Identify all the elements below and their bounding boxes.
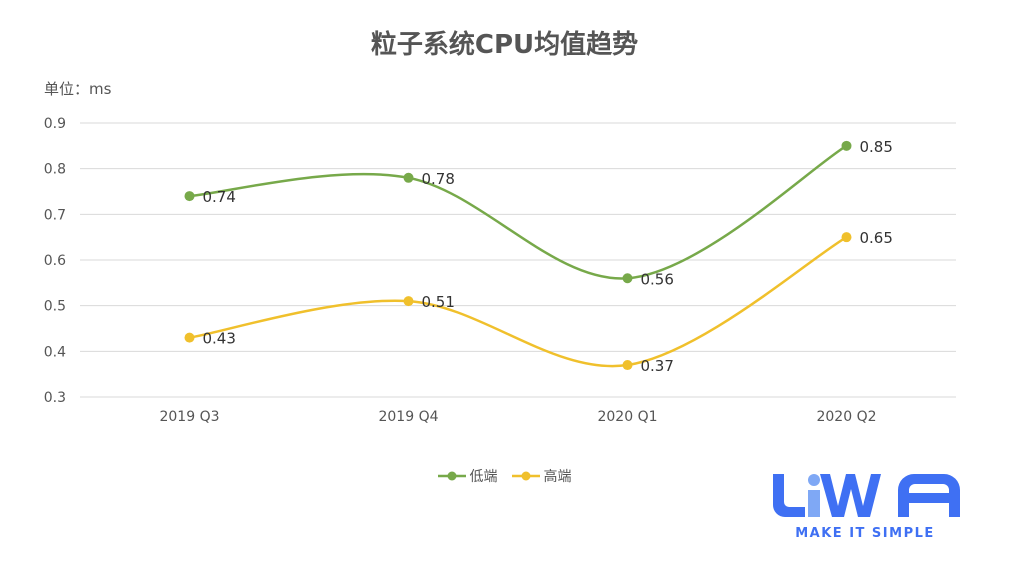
y-tick-label: 0.9 [44,116,66,132]
y-tick-label: 0.8 [44,162,66,178]
data-point [403,296,414,307]
y-tick-label: 0.4 [44,344,66,360]
series-line-0 [189,144,848,280]
data-label: 0.51 [422,293,455,311]
legend-label: 低端 [469,469,498,485]
legend-label: 高端 [543,469,572,485]
legend-marker [511,471,540,481]
data-label: 0.43 [203,330,236,348]
data-point [841,232,852,243]
x-tick-label: 2020 Q2 [816,409,876,425]
logo-slogan: MAKE IT SIMPLE [795,526,935,541]
liwa-logo [773,474,960,517]
data-point [622,360,633,371]
legend-item: 高端 [511,466,572,486]
legend-marker [437,471,466,481]
y-tick-label: 0.3 [44,390,66,406]
y-tick-label: 0.6 [44,253,66,269]
data-point [184,191,195,202]
data-label: 0.37 [641,357,674,375]
data-point [622,273,633,284]
data-label: 0.56 [641,270,674,288]
x-tick-label: 2019 Q4 [378,409,438,425]
legend: 低端 高端 [0,466,1009,486]
data-point [841,140,852,151]
data-label: 0.74 [203,188,236,206]
data-label: 0.78 [422,170,455,188]
y-tick-label: 0.7 [44,207,66,223]
y-tick-label: 0.5 [44,299,66,315]
data-label: 0.65 [860,229,893,247]
series-line-1 [189,236,848,368]
data-point [403,172,414,183]
data-label: 0.85 [860,138,893,156]
data-point [184,332,195,343]
x-tick-label: 2020 Q1 [597,409,657,425]
x-tick-label: 2019 Q3 [159,409,219,425]
legend-item: 低端 [437,466,498,486]
unit-label: 单位：ms [44,80,112,98]
chart-title: 粒子系统CPU均值趋势 [370,30,639,60]
